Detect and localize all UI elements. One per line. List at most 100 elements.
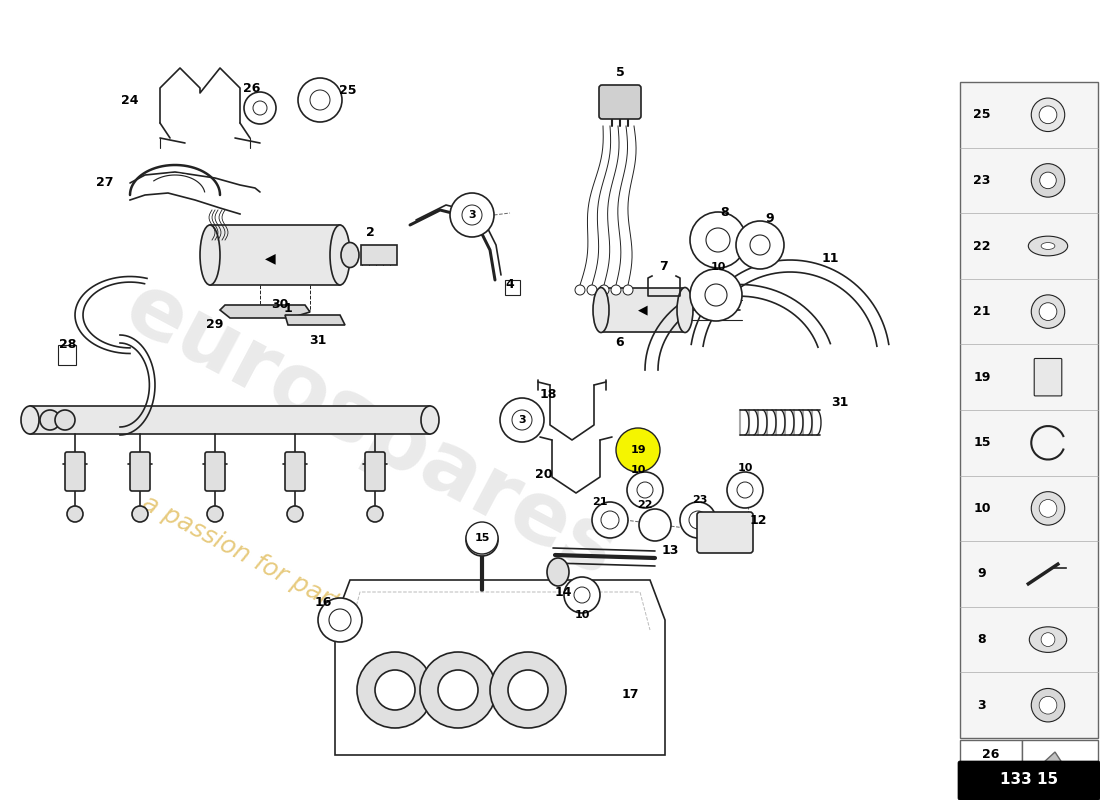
Circle shape	[689, 511, 707, 529]
Text: eurospares: eurospares	[110, 266, 630, 594]
Text: 8: 8	[720, 206, 729, 219]
Circle shape	[637, 482, 653, 498]
Ellipse shape	[1030, 627, 1067, 652]
Circle shape	[1040, 172, 1056, 189]
Circle shape	[592, 502, 628, 538]
Text: 31: 31	[309, 334, 327, 346]
Circle shape	[690, 212, 746, 268]
FancyBboxPatch shape	[361, 245, 397, 265]
Circle shape	[1040, 106, 1057, 124]
Text: 18: 18	[539, 389, 557, 402]
Circle shape	[1032, 492, 1065, 525]
Text: 4: 4	[506, 278, 515, 291]
Circle shape	[690, 269, 743, 321]
Circle shape	[450, 193, 494, 237]
Circle shape	[750, 235, 770, 255]
Circle shape	[601, 511, 619, 529]
Circle shape	[1040, 499, 1057, 518]
FancyBboxPatch shape	[958, 761, 1100, 800]
Text: 21: 21	[974, 305, 991, 318]
Text: 12: 12	[749, 514, 767, 526]
FancyBboxPatch shape	[130, 452, 150, 491]
Text: 17: 17	[621, 689, 639, 702]
Circle shape	[244, 92, 276, 124]
Circle shape	[438, 670, 478, 710]
Text: 7: 7	[659, 261, 668, 274]
Circle shape	[575, 285, 585, 295]
Text: 1: 1	[284, 302, 293, 314]
Circle shape	[318, 598, 362, 642]
Text: 23: 23	[974, 174, 991, 187]
Text: 10: 10	[711, 262, 726, 272]
Polygon shape	[285, 315, 345, 325]
Text: 28: 28	[59, 338, 77, 351]
FancyBboxPatch shape	[505, 280, 520, 295]
FancyBboxPatch shape	[1022, 740, 1098, 798]
FancyBboxPatch shape	[697, 512, 754, 553]
Text: 3: 3	[469, 210, 476, 220]
Circle shape	[564, 577, 600, 613]
Text: 27: 27	[97, 175, 113, 189]
Circle shape	[1040, 302, 1057, 321]
Text: 15: 15	[974, 436, 991, 450]
Circle shape	[627, 472, 663, 508]
FancyBboxPatch shape	[960, 740, 1022, 798]
Text: 26: 26	[243, 82, 261, 94]
Circle shape	[706, 228, 730, 252]
Circle shape	[727, 472, 763, 508]
Circle shape	[500, 398, 544, 442]
FancyBboxPatch shape	[600, 85, 641, 119]
Text: 25: 25	[339, 83, 356, 97]
Circle shape	[375, 670, 415, 710]
Text: a passion for parts since 1985: a passion for parts since 1985	[138, 490, 483, 690]
Circle shape	[466, 522, 498, 554]
Text: 19: 19	[974, 370, 991, 384]
Circle shape	[1032, 98, 1065, 131]
Text: 26: 26	[982, 747, 1000, 761]
Polygon shape	[220, 305, 310, 318]
FancyBboxPatch shape	[210, 225, 340, 285]
Text: 3: 3	[518, 415, 526, 425]
Polygon shape	[1030, 752, 1070, 792]
Circle shape	[298, 78, 342, 122]
Text: 9: 9	[766, 211, 774, 225]
Circle shape	[462, 205, 482, 225]
Circle shape	[329, 609, 351, 631]
FancyBboxPatch shape	[601, 288, 686, 333]
Circle shape	[490, 652, 566, 728]
FancyBboxPatch shape	[365, 452, 385, 491]
Circle shape	[623, 285, 632, 295]
FancyBboxPatch shape	[960, 82, 1098, 738]
Circle shape	[979, 766, 1003, 790]
FancyBboxPatch shape	[58, 345, 76, 365]
Ellipse shape	[21, 406, 38, 434]
Ellipse shape	[1041, 242, 1055, 250]
Circle shape	[367, 506, 383, 522]
Polygon shape	[336, 580, 666, 755]
Circle shape	[420, 652, 496, 728]
Circle shape	[574, 587, 590, 603]
Circle shape	[736, 221, 784, 269]
Ellipse shape	[341, 242, 359, 267]
Circle shape	[207, 506, 223, 522]
Text: 13: 13	[661, 543, 679, 557]
Circle shape	[616, 428, 660, 472]
Text: 21: 21	[592, 497, 607, 507]
Text: 19: 19	[630, 445, 646, 455]
Circle shape	[132, 506, 148, 522]
Text: 25: 25	[974, 108, 991, 122]
Text: 10: 10	[630, 465, 646, 475]
Text: 6: 6	[616, 337, 625, 350]
Text: 2: 2	[365, 226, 374, 238]
Circle shape	[512, 410, 532, 430]
Circle shape	[508, 670, 548, 710]
Circle shape	[287, 506, 303, 522]
Ellipse shape	[676, 287, 693, 333]
Ellipse shape	[593, 287, 609, 333]
Text: ◀: ◀	[638, 303, 648, 317]
Circle shape	[705, 284, 727, 306]
Circle shape	[253, 101, 267, 115]
Text: 10: 10	[974, 502, 991, 515]
FancyBboxPatch shape	[1034, 358, 1062, 396]
Text: 15: 15	[474, 533, 490, 543]
